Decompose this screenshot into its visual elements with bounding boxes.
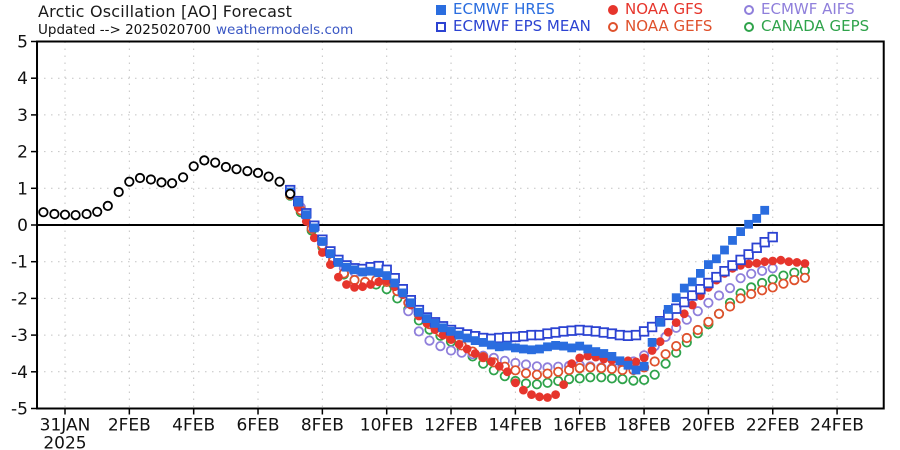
series-observed bbox=[38, 155, 296, 221]
x-tick-label: 16FEB bbox=[553, 416, 607, 436]
chart-header: Arctic Oscillation [AO] Forecast Updated… bbox=[38, 2, 353, 38]
x-tick-label: 14FEB bbox=[488, 416, 542, 436]
x-tick-label: 10FEB bbox=[360, 416, 414, 436]
legend-label: NOAA GFS bbox=[625, 0, 703, 18]
y-tick-label: -1 bbox=[11, 253, 28, 273]
open-circle-icon bbox=[744, 21, 754, 32]
subtitle: Updated --> 2025020700 weathermodels.com bbox=[38, 22, 353, 38]
x-tick-label: 4FEB bbox=[172, 416, 215, 436]
open-square-icon bbox=[436, 21, 446, 32]
x-axis: 31JAN 2FEB 4FEB 6FEB 8FEB 10FEB 12FEB 14FEB 16FE… bbox=[40, 408, 864, 450]
year-label: 2025 bbox=[43, 434, 86, 450]
y-tick-label: -5 bbox=[11, 400, 28, 420]
legend-item-ecmwf-aifs: ECMWF AIFS bbox=[744, 1, 869, 18]
legend: ECMWF HRES ECMWF EPS MEAN NOAA GFS NOAA GEF… bbox=[436, 1, 869, 35]
y-tick-label: 3 bbox=[17, 106, 28, 126]
y-tick-label: 2 bbox=[17, 143, 28, 163]
legend-item-noaa-gefs: NOAA GEFS bbox=[608, 18, 744, 35]
x-tick-label: 20FEB bbox=[681, 416, 735, 436]
legend-item-noaa-gfs: NOAA GFS bbox=[608, 1, 744, 18]
legend-item-ecmwf-hres: ECMWF HRES bbox=[436, 1, 608, 18]
y-tick-label: 1 bbox=[17, 179, 28, 199]
y-tick-label: 4 bbox=[17, 69, 28, 89]
x-tick-label: 8FEB bbox=[301, 416, 344, 436]
x-tick-label: 22FEB bbox=[746, 416, 800, 436]
open-circle-icon bbox=[608, 21, 618, 32]
y-tick-label: 0 bbox=[17, 216, 28, 236]
filled-square-icon bbox=[436, 4, 446, 15]
open-circle-icon bbox=[744, 4, 754, 15]
filled-circle-icon bbox=[608, 4, 618, 15]
legend-label: ECMWF EPS MEAN bbox=[453, 17, 591, 35]
series-ecmwf-hres bbox=[285, 187, 770, 375]
weathermodels-link[interactable]: weathermodels.com bbox=[216, 22, 354, 38]
legend-label: NOAA GEFS bbox=[625, 17, 713, 35]
legend-label: CANADA GEPS bbox=[761, 17, 870, 35]
legend-label: ECMWF AIFS bbox=[761, 0, 855, 18]
y-axis: 5 4 3 2 1 0 -1 -2 -3 -4 -5 bbox=[11, 33, 38, 420]
legend-label: ECMWF HRES bbox=[453, 0, 555, 18]
updated-timestamp: Updated --> 2025020700 bbox=[38, 22, 211, 38]
x-tick-label: 18FEB bbox=[617, 416, 671, 436]
x-tick-label: 12FEB bbox=[424, 416, 478, 436]
y-tick-label: -3 bbox=[11, 326, 28, 346]
y-tick-label: -2 bbox=[11, 289, 28, 309]
series-ecmwf-eps-mean bbox=[284, 184, 778, 345]
legend-item-ecmwf-eps-mean: ECMWF EPS MEAN bbox=[436, 18, 608, 35]
x-tick-label: 31JAN bbox=[40, 416, 91, 436]
y-tick-label: -4 bbox=[11, 363, 28, 383]
y-tick-label: 5 bbox=[17, 33, 28, 53]
page-title: Arctic Oscillation [AO] Forecast bbox=[38, 2, 293, 21]
x-tick-label: 6FEB bbox=[237, 416, 280, 436]
x-tick-label: 2FEB bbox=[108, 416, 151, 436]
legend-item-canada-geps: CANADA GEPS bbox=[744, 18, 869, 35]
x-tick-label: 24FEB bbox=[810, 416, 864, 436]
